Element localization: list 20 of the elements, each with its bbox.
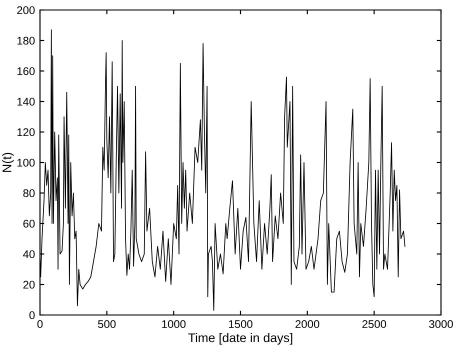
x-axis-title: Time [date in days] — [188, 332, 292, 345]
y-tick-label: 20 — [23, 280, 35, 289]
y-axis-title: N(t) — [2, 152, 14, 172]
y-tick-label: 180 — [17, 36, 35, 45]
y-tick-label: 80 — [23, 189, 35, 198]
x-tick-label: 500 — [98, 320, 116, 328]
y-tick-label: 60 — [23, 220, 35, 228]
y-tick-label: 100 — [17, 158, 35, 167]
x-tick-label: 2500 — [362, 320, 386, 328]
y-tick-label: 120 — [17, 128, 35, 136]
x-tick-label: 3000 — [429, 320, 453, 328]
y-tick-label: 0 — [29, 311, 35, 320]
y-tick-label: 200 — [17, 6, 35, 14]
y-tick-label: 40 — [23, 250, 35, 258]
x-tick-label: 1000 — [162, 320, 186, 328]
x-tick-label: 1500 — [228, 320, 252, 328]
x-tick-label: 0 — [37, 320, 43, 328]
x-tick-label: 2000 — [296, 320, 320, 328]
y-tick-label: 160 — [17, 67, 35, 76]
y-tick-label: 140 — [17, 98, 35, 106]
